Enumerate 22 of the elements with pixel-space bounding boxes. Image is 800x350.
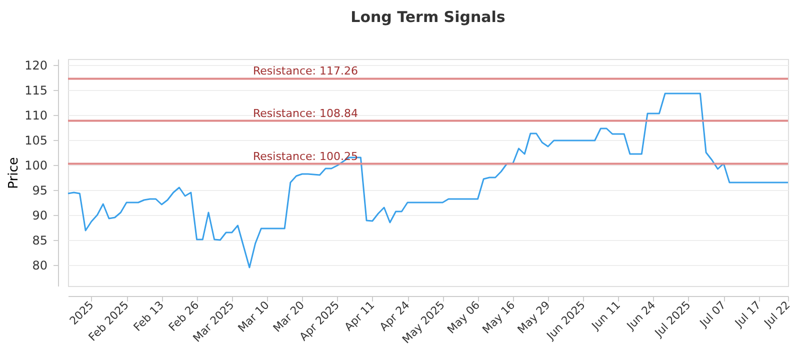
y-tick-label: 105 — [24, 134, 48, 148]
x-tick-label: Feb 13 — [131, 298, 166, 334]
line-series — [67, 92, 789, 268]
ref-line-label: Resistance: 100.25 — [253, 150, 358, 163]
y-tick-label: 115 — [24, 84, 48, 98]
y-tick-label: 120 — [24, 58, 48, 72]
ref-line-label: Resistance: 117.26 — [253, 64, 358, 78]
y-tick-label: 80 — [32, 258, 48, 272]
y-tick-label: 100 — [24, 158, 48, 172]
x-tick-label: Jul 17 — [732, 298, 764, 330]
y-tick-label: 85 — [32, 234, 48, 248]
y-tick-label: 95 — [32, 184, 48, 198]
ref-line-label: Resistance: 108.84 — [253, 106, 358, 120]
y-axis-title: Price — [6, 157, 22, 189]
x-tick-label: Jul 07 — [696, 298, 728, 330]
x-tick-label: Jul 22 — [761, 298, 793, 330]
x-tick-label: Mar 10 — [236, 298, 272, 335]
chart-title: Long Term Signals — [350, 8, 506, 26]
y-tick-label: 110 — [24, 108, 48, 122]
x-tick-label: Jun 11 — [588, 298, 623, 333]
x-tick-label: Apr 11 — [342, 298, 378, 334]
y-tick-label: 90 — [32, 208, 48, 222]
